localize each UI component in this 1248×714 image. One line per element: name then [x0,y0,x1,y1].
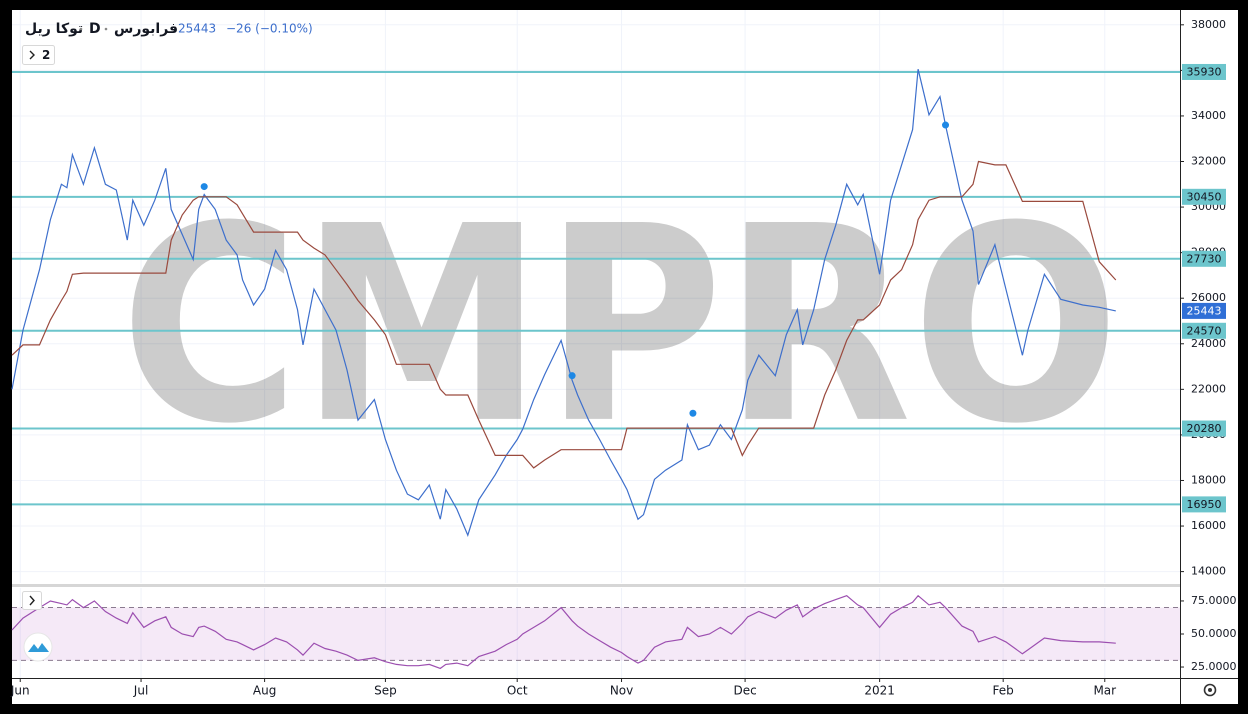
exchange: فرابورس [114,21,178,37]
separator [104,27,108,31]
price-change: −26 (−0.10%) [226,22,313,36]
price-line [11,69,1116,537]
y-tick-label: 26000 [1191,291,1226,304]
chevron-icon [29,50,35,60]
level-label: 16950 [1187,498,1222,511]
level-label-box [1182,420,1226,437]
rsi-band [12,607,1180,661]
watermark: CMPRO [120,168,1120,483]
level-label-box [1182,188,1226,205]
level-label: 27730 [1187,252,1222,265]
separator [79,27,83,31]
x-tick-label: Sep [374,684,397,698]
settings-icon-center [1208,688,1212,692]
last-price: 25443 [178,22,216,36]
x-tick-label: Mar [1093,684,1116,698]
last-price-label: 25443 [1187,304,1222,317]
symbol: توکا ریل [25,21,83,37]
level-label: 35930 [1187,65,1222,78]
x-tick-label: Jun [10,684,30,698]
y-tick-label: 18000 [1191,473,1226,486]
x-tick-label: Aug [253,684,276,698]
price-line [11,160,1117,469]
signal-marker [200,183,208,191]
signal-marker [942,121,950,129]
level-label-box [1182,250,1226,267]
settings-icon[interactable] [1203,683,1217,697]
plot [11,69,1180,670]
rsi-line [11,594,1116,670]
y-tick-label: 22000 [1191,382,1226,395]
signal-marker [689,409,697,417]
y-tick-label: 38000 [1191,18,1226,31]
x-tick-label: Dec [733,684,756,698]
level-label-box [1182,322,1226,339]
watermark-layer: CMPRO [120,168,1120,483]
y-tick-label: 32000 [1191,155,1226,168]
logo-icon [28,643,49,652]
grid [12,10,1180,678]
x-tick-label: Oct [507,684,528,698]
rsi-tick-label: 25.0000 [1191,660,1237,673]
x-tick-label: 2021 [864,684,895,698]
y-tick-label: 34000 [1191,109,1226,122]
level-label-box [1182,63,1226,80]
rsi-tick-label: 75.0000 [1191,594,1237,607]
level-label-box [1182,496,1226,513]
last-price-box [1182,302,1226,319]
level-label: 20280 [1187,422,1222,435]
level-label: 30450 [1187,190,1222,203]
indicators-toggle[interactable] [22,45,55,65]
chart-area [12,10,1238,704]
rsi-tick-label: 50.0000 [1191,627,1237,640]
y-tick-label: 14000 [1191,565,1226,578]
logo-badge [23,632,53,662]
y-tick-label: 16000 [1191,519,1226,532]
level-label: 24570 [1187,324,1222,337]
y-tick-label: 24000 [1191,337,1226,350]
x-tick-label: Feb [993,684,1014,698]
signal-marker [568,372,576,380]
rsi-toggle[interactable] [22,591,42,610]
interval: D [89,21,101,37]
x-tick-label: Nov [610,684,633,698]
indicator-count: 2 [42,48,50,62]
x-tick-label: Jul [133,684,148,698]
chevron-icon [29,595,35,606]
axes: 1400016000180002000022000240002600028000… [10,18,1237,698]
